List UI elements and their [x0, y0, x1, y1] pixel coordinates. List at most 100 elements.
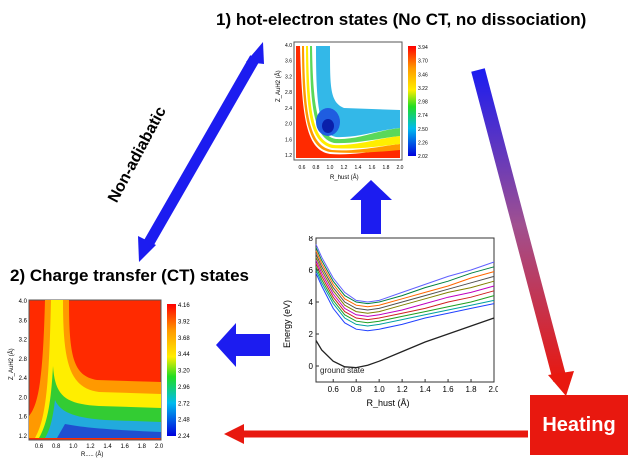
- colorbar-tick-label: 3.22: [418, 86, 428, 92]
- x-axis-label: R..... (Å): [81, 451, 103, 458]
- energy-series: [315, 244, 495, 369]
- colorbar-tick-label: 3.94: [418, 45, 428, 51]
- y-tick-label: 1.6: [19, 415, 28, 421]
- colorbar: [167, 304, 176, 436]
- y-tick-label: 6: [309, 266, 314, 275]
- y-tick-label: 2.0: [19, 395, 28, 401]
- heating-arrow: [471, 68, 574, 396]
- energy-curve: [315, 247, 495, 305]
- colorbar-tick-label: 2.24: [178, 434, 190, 440]
- colorbar-tick-label: 3.92: [178, 319, 190, 325]
- y-tick-label: 3.2: [19, 338, 28, 344]
- y-axis-ticks: 4.0 3.6 3.2 2.8 2.4 2.0 1.6 1.2: [19, 299, 28, 440]
- colorbar-tick-label: 2.50: [418, 127, 428, 133]
- colorbar-tick-label: 3.68: [178, 336, 190, 342]
- x-axis-ticks: 0.6 0.8 1.0 1.2 1.4 1.6 1.8 2.0: [35, 444, 164, 450]
- x-tick-label: 1.8: [383, 165, 390, 171]
- x-tick-label: 2.0: [155, 444, 164, 450]
- y-axis-label: Z_AuH2 (Å): [8, 348, 15, 380]
- contour-band: [310, 46, 400, 144]
- x-tick-label: 2.0: [397, 165, 404, 171]
- y-tick-label: 2.4: [285, 106, 292, 112]
- up-arrow: [350, 180, 392, 234]
- y-tick-label: 8: [309, 236, 314, 243]
- colorbar-ticks: 3.94 3.70 3.46 3.22 2.98 2.74 2.50 2.26 2.02: [418, 45, 428, 160]
- energy-curves-chart: 0 2 4 6 8 0.6 0.8 1.0 1.2 1.4 1.6 1.8 2.0 ground st…: [282, 236, 498, 408]
- energy-curve: [315, 260, 495, 317]
- left-arrow: [216, 323, 270, 367]
- colorbar-tick-label: 4.16: [178, 303, 190, 309]
- contour-band: [57, 424, 161, 438]
- x-tick-label: 0.8: [351, 385, 363, 394]
- x-tick-label: 1.0: [69, 444, 78, 450]
- energy-curve: [315, 244, 495, 303]
- colorbar-tick-label: 2.96: [178, 385, 190, 391]
- y-tick-label: 2.4: [19, 376, 28, 382]
- energy-curve: [315, 256, 495, 314]
- colorbar-tick-label: 2.74: [418, 113, 428, 119]
- y-tick-label: 2.0: [285, 122, 292, 128]
- colorbar-ticks: 4.16 3.92 3.68 3.44 3.20 2.96 2.72 2.48 2.24: [178, 303, 190, 440]
- y-axis-ticks: 4.0 3.6 3.2 2.8 2.4 2.0 1.6 1.2: [285, 43, 292, 159]
- y-tick-label: 3.6: [285, 59, 292, 65]
- colorbar-tick-label: 3.70: [418, 59, 428, 65]
- colorbar-tick-label: 2.72: [178, 401, 190, 407]
- plot-frame: [315, 237, 495, 383]
- heating-box: Heating: [530, 395, 628, 455]
- x-tick-label: 1.4: [103, 444, 112, 450]
- ground-state-label: ground state: [320, 366, 365, 375]
- charge-transfer-contour-plot: 4.0 3.6 3.2 2.8 2.4 2.0 1.6 1.2 0.6 0.8 1.0 1.2 1.4…: [8, 299, 190, 458]
- hot-electron-heading: 1) hot-electron states (No CT, no dissoc…: [216, 10, 587, 29]
- contour-minimum-core: [322, 119, 334, 133]
- y-axis-ticks: 0 2 4 6 8: [309, 236, 319, 371]
- energy-curve: [315, 253, 495, 311]
- colorbar-tick-label: 3.20: [178, 369, 190, 375]
- colorbar-tick-label: 2.48: [178, 418, 190, 424]
- y-tick-label: 3.2: [285, 74, 292, 80]
- y-tick-label: 4.0: [285, 43, 292, 49]
- x-tick-label: 2.0: [488, 385, 498, 394]
- y-axis-label: Energy (eV): [282, 300, 292, 348]
- x-tick-label: 0.6: [35, 444, 44, 450]
- x-tick-label: 0.6: [299, 165, 306, 171]
- colorbar-tick-label: 3.46: [418, 72, 428, 78]
- y-tick-label: 4.0: [19, 299, 28, 305]
- y-tick-label: 2: [309, 330, 314, 339]
- x-tick-label: 1.4: [355, 165, 362, 171]
- y-tick-label: 0: [309, 362, 314, 371]
- y-tick-label: 2.8: [285, 90, 292, 96]
- return-arrow: [224, 424, 528, 444]
- y-tick-label: 1.2: [19, 434, 28, 440]
- x-tick-label: 1.2: [341, 165, 348, 171]
- x-tick-label: 1.0: [374, 385, 386, 394]
- energy-curve: [315, 317, 495, 369]
- heating-label: Heating: [542, 413, 616, 436]
- y-tick-label: 1.2: [285, 153, 292, 159]
- y-tick-label: 2.8: [19, 357, 28, 363]
- x-tick-label: 1.0: [327, 165, 334, 171]
- energy-curve: [315, 272, 495, 332]
- y-tick-label: 4: [309, 298, 314, 307]
- colorbar-tick-label: 2.26: [418, 140, 428, 146]
- x-tick-label: 0.8: [313, 165, 320, 171]
- colorbar-tick-label: 3.44: [178, 352, 190, 358]
- colorbar-tick-label: 2.02: [418, 154, 428, 160]
- x-tick-label: 1.6: [121, 444, 130, 450]
- colorbar: [408, 46, 416, 156]
- x-axis-label: R_hust (Å): [330, 174, 359, 181]
- x-tick-label: 0.8: [52, 444, 61, 450]
- y-axis-label: Z_AuH2 (Å): [275, 70, 282, 102]
- x-tick-label: 1.2: [86, 444, 95, 450]
- x-tick-label: 1.6: [443, 385, 455, 394]
- non-adiabatic-arrow: [138, 42, 264, 262]
- x-axis-ticks: 0.6 0.8 1.0 1.2 1.4 1.6 1.8 2.0: [299, 165, 404, 171]
- y-tick-label: 3.6: [19, 318, 28, 324]
- contour-band: [296, 46, 400, 158]
- x-axis-label: R_hust (Å): [366, 398, 409, 408]
- x-tick-label: 1.6: [369, 165, 376, 171]
- x-tick-label: 1.8: [465, 385, 477, 394]
- charge-transfer-heading: 2) Charge transfer (CT) states: [10, 266, 250, 285]
- x-tick-label: 1.4: [420, 385, 432, 394]
- hot-electron-contour-plot: 4.0 3.6 3.2 2.8 2.4 2.0 1.6 1.2 0.6 0.8 1.0 1.2 1.4…: [275, 41, 428, 181]
